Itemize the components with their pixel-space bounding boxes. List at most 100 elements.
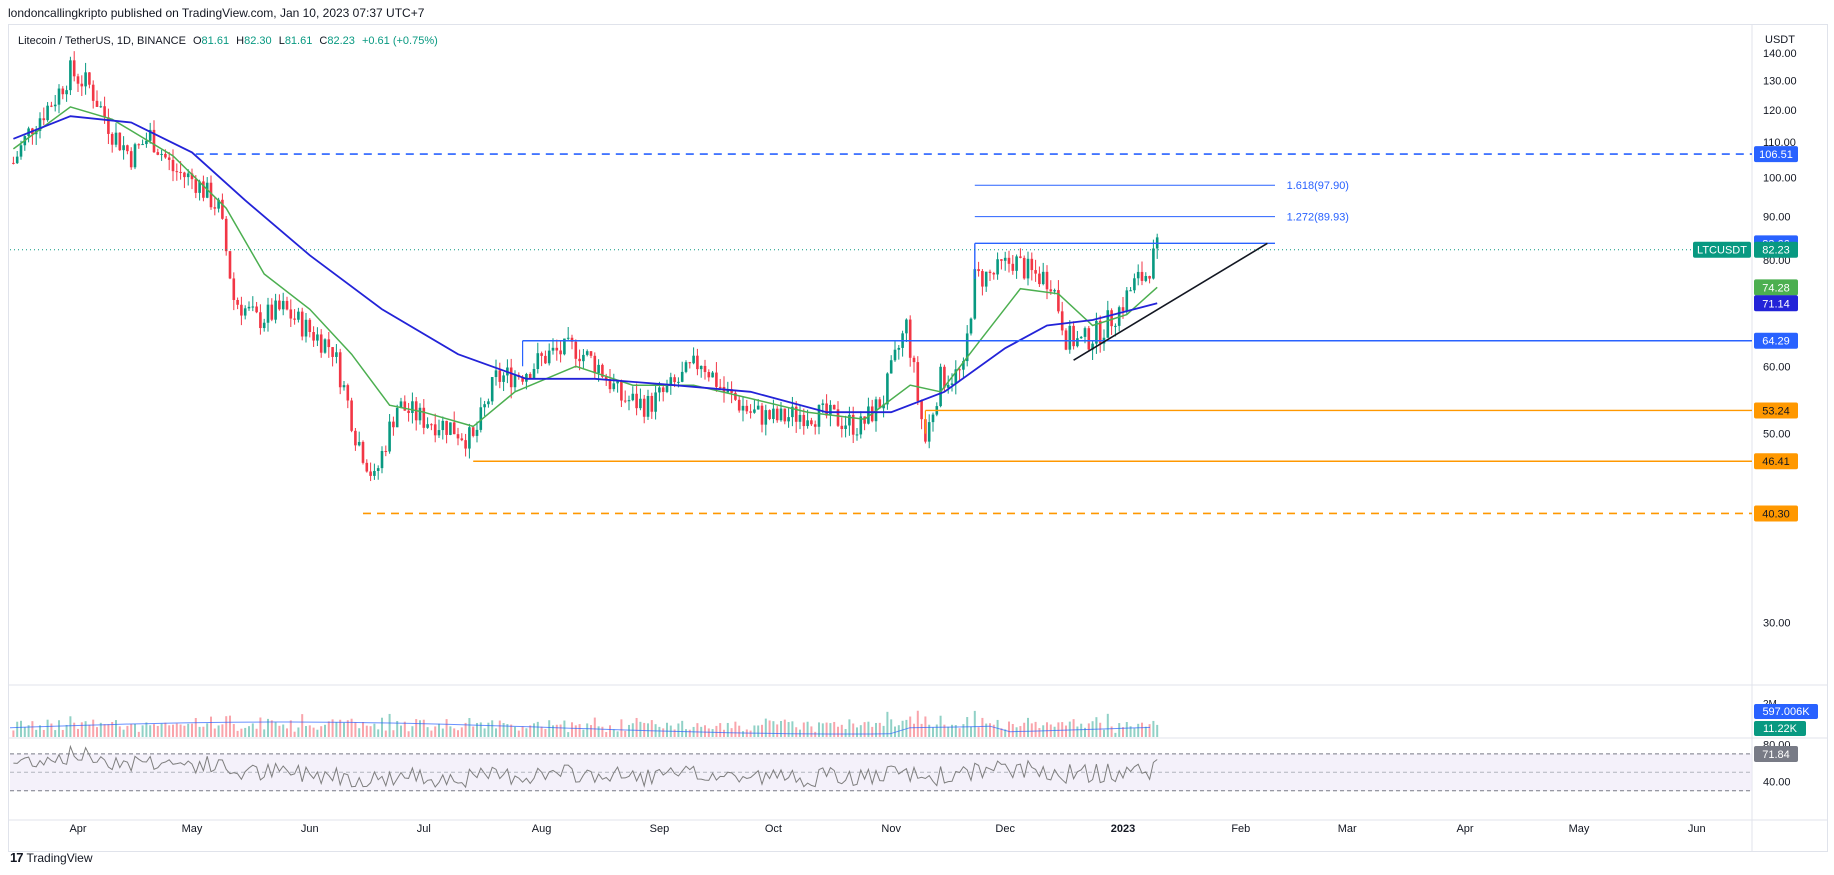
volume-bar [293, 731, 296, 737]
volume-bar [1076, 726, 1079, 737]
x-tick-label: Dec [995, 823, 1015, 835]
volume-bar [145, 722, 148, 737]
candle-body [1083, 328, 1087, 337]
volume-bar [852, 723, 855, 737]
volume-bar [685, 729, 687, 737]
candle-body [1057, 290, 1060, 312]
price-tag-text: 82.23 [1762, 245, 1790, 257]
volume-bar [1087, 723, 1090, 737]
volume-bar [502, 723, 505, 737]
volume-bar [1072, 719, 1075, 737]
candle-body [1015, 256, 1018, 271]
candle-body [639, 398, 642, 409]
rsi-value-tag [1754, 746, 1798, 762]
volume-bar [240, 728, 243, 737]
fib-level-label: 1.272(89.93) [1287, 212, 1349, 224]
volume-bar [449, 726, 452, 737]
candle-body [236, 299, 239, 305]
volume-bar [73, 722, 76, 737]
candle-body [832, 404, 836, 410]
volume-bar [973, 710, 976, 737]
candle-body [1076, 338, 1079, 347]
volume-bar [829, 723, 832, 737]
candle-body [399, 401, 403, 408]
candle-body [441, 420, 445, 431]
high-value: 82.30 [244, 35, 272, 47]
volume-bar [985, 723, 988, 737]
candle-body [764, 410, 768, 425]
candle-body [160, 153, 163, 155]
volume-bar [278, 725, 281, 737]
candle-body [680, 371, 684, 382]
candle-body [604, 376, 608, 380]
candle-body [452, 422, 456, 435]
volume-bar [46, 719, 49, 737]
y-tick-label: 50.00 [1763, 429, 1791, 441]
candle-body [327, 339, 331, 348]
candle-body [703, 365, 707, 373]
candle-body [1121, 307, 1125, 311]
candle-body [164, 153, 167, 158]
volume-bar [118, 726, 121, 737]
candle-body [669, 377, 673, 386]
volume-bar [624, 730, 627, 737]
candle-body [912, 357, 916, 363]
volume-bar [791, 721, 794, 737]
candle-body [232, 278, 236, 300]
volume-bar [574, 725, 577, 737]
candle-body [688, 362, 692, 364]
volume-bar [373, 723, 376, 737]
candle-body [350, 400, 353, 431]
candle-body [498, 370, 502, 382]
volume-bar [172, 724, 174, 737]
candle-body [889, 360, 893, 374]
volume-bar [164, 722, 167, 737]
candle-body [692, 355, 695, 364]
candle-body [293, 318, 296, 320]
candle-body [53, 104, 57, 107]
volume-bar [787, 722, 790, 737]
volume-bar [1034, 721, 1037, 737]
candle-body [171, 159, 175, 172]
low-value: 81.61 [284, 35, 313, 47]
candle-body [487, 401, 490, 405]
candle-body [791, 406, 794, 418]
candle-body [247, 306, 251, 309]
volume-bar [232, 724, 235, 737]
candle-body [848, 414, 851, 426]
volume-bar [582, 729, 585, 737]
candle-body [369, 471, 372, 476]
x-tick-label: Aug [532, 823, 552, 835]
volume-bar [1065, 725, 1067, 737]
x-tick-label: Feb [1231, 823, 1250, 835]
volume-bar [510, 724, 513, 737]
level-price-text: 106.51 [1759, 149, 1793, 161]
candle-body [1125, 290, 1129, 311]
volume-bar [39, 725, 41, 737]
volume-bar [1011, 724, 1014, 737]
volume-bar [324, 724, 326, 737]
volume-bar [1144, 726, 1147, 737]
candle-body [50, 105, 53, 107]
volume-bar [343, 722, 345, 737]
volume-bar [715, 725, 718, 737]
price-tag [1754, 279, 1798, 296]
candle-body [612, 383, 616, 390]
candle-body [179, 171, 182, 173]
candle-body [190, 173, 194, 180]
candle-body [270, 304, 274, 320]
candle-body [749, 411, 752, 413]
volume-bar [297, 727, 300, 737]
candle-body [430, 424, 433, 426]
candle-body [483, 404, 486, 408]
candle-body [65, 90, 68, 95]
volume-bar [221, 724, 224, 737]
candle-body [1034, 270, 1037, 274]
candle-body [563, 338, 566, 355]
volume-bar [529, 725, 532, 737]
volume-bar [1148, 724, 1151, 737]
y-tick-label: 80.00 [1763, 255, 1791, 267]
candle-body [316, 334, 319, 341]
x-tick-label: Sep [650, 823, 670, 835]
